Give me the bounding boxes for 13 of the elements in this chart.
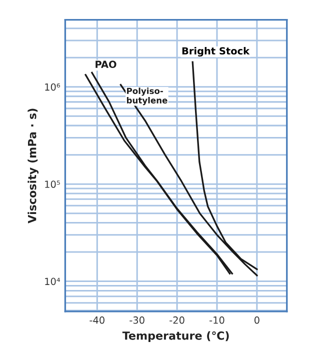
y-axis-title: Viscosity (mPa · s) bbox=[28, 108, 39, 224]
series-label: Polyiso- butylene bbox=[126, 88, 168, 106]
y-tick-label: 10⁴ bbox=[45, 278, 60, 286]
x-tick-label: 0 bbox=[254, 316, 260, 324]
series-label: PAO bbox=[96, 60, 116, 68]
x-axis-title: Temperature (℃) bbox=[122, 331, 229, 342]
x-tick-label: -40 bbox=[90, 316, 104, 324]
y-tick-label: 10⁵ bbox=[45, 180, 60, 188]
x-tick-label: -20 bbox=[170, 316, 184, 324]
y-tick-label: 10⁶ bbox=[45, 83, 60, 91]
x-tick-label: -30 bbox=[130, 316, 144, 324]
x-tick-label: -10 bbox=[210, 316, 224, 324]
series-label: Bright Stock bbox=[182, 47, 250, 57]
